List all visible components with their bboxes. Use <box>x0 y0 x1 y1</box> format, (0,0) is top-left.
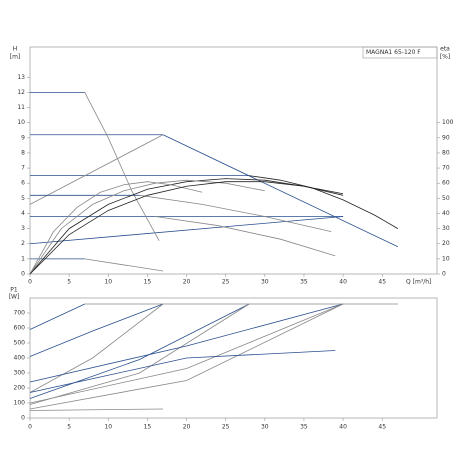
curve <box>29 408 164 411</box>
y-axis-label: P1 <box>10 287 18 294</box>
curve <box>29 181 344 275</box>
y2-tick-label: 60 <box>442 180 450 187</box>
y-axis-unit: [W] <box>9 294 20 301</box>
curve <box>162 134 399 248</box>
x-tick-label: 10 <box>104 279 112 286</box>
curve <box>29 134 164 205</box>
y-tick-label: 9 <box>21 134 25 141</box>
x-tick-label: 5 <box>67 424 71 431</box>
y-tick-label: 11 <box>17 104 25 111</box>
x-tick-label: 30 <box>261 424 269 431</box>
x-tick-label: 15 <box>144 424 152 431</box>
y-tick-label: 7 <box>21 165 25 172</box>
y2-axis-label: eta <box>440 46 450 53</box>
chart-title: MAGNA1 65-120 F <box>366 49 421 56</box>
y2-tick-label: 30 <box>442 225 450 232</box>
x-tick-label: 20 <box>183 279 191 286</box>
y-tick-label: 0 <box>21 415 25 422</box>
y-tick-label: 1 <box>21 255 25 262</box>
y2-tick-label: 90 <box>442 134 450 141</box>
y-tick-label: 300 <box>14 370 26 377</box>
y-tick-label: 100 <box>14 400 26 407</box>
x-tick-label: 5 <box>67 279 71 286</box>
y2-axis-unit: [%] <box>440 54 450 61</box>
curve <box>139 194 332 233</box>
x-tick-label: 30 <box>261 279 269 286</box>
curve <box>29 303 344 383</box>
x-tick-label: 0 <box>28 424 32 431</box>
curve <box>29 350 336 393</box>
x-tick-label: 10 <box>104 424 112 431</box>
y-axis-unit: [m] <box>10 54 21 61</box>
y-tick-label: 4 <box>21 210 25 217</box>
curve <box>29 303 164 393</box>
x-tick-label: 25 <box>222 279 230 286</box>
y-tick-label: 6 <box>21 180 25 187</box>
curve <box>29 178 344 275</box>
x-tick-label: 40 <box>339 279 347 286</box>
y-tick-label: 700 <box>14 310 26 317</box>
x-tick-label: 45 <box>378 424 386 431</box>
curve <box>84 92 160 241</box>
y-tick-label: 600 <box>14 325 26 332</box>
y-tick-label: 5 <box>21 195 25 202</box>
y-tick-label: 8 <box>21 149 25 156</box>
x-tick-label: 20 <box>183 424 191 431</box>
y-tick-label: 500 <box>14 340 26 347</box>
y-tick-label: 10 <box>17 119 25 126</box>
y-tick-label: 3 <box>21 225 25 232</box>
x-tick-label: 0 <box>28 279 32 286</box>
y-axis-label: H <box>13 46 18 53</box>
x-tick-label: 15 <box>144 279 152 286</box>
curve <box>249 175 399 229</box>
curve <box>29 216 344 245</box>
x-tick-label: 35 <box>300 424 308 431</box>
y2-tick-label: 20 <box>442 240 450 247</box>
plot-frame <box>29 46 438 275</box>
y-tick-label: 2 <box>21 240 25 247</box>
curve <box>29 303 344 410</box>
x-axis-label: Q [m³/h] <box>406 279 431 286</box>
y2-tick-label: 70 <box>442 165 450 172</box>
y2-tick-label: 100 <box>442 119 454 126</box>
x-tick-label: 25 <box>222 424 230 431</box>
y-tick-label: 0 <box>21 271 25 278</box>
curve <box>29 303 164 357</box>
y-tick-label: 12 <box>17 89 25 96</box>
curve <box>29 303 85 330</box>
curve <box>29 303 250 405</box>
x-tick-label: 45 <box>378 279 386 286</box>
y-tick-label: 13 <box>17 74 25 81</box>
y-tick-label: 200 <box>14 385 26 392</box>
curve <box>29 181 203 275</box>
y2-tick-label: 10 <box>442 255 450 262</box>
curve <box>84 258 164 272</box>
curve <box>155 216 336 257</box>
x-tick-label: 35 <box>300 279 308 286</box>
plot-frame <box>29 297 438 419</box>
y-tick-label: 400 <box>14 355 26 362</box>
y2-tick-label: 0 <box>442 271 446 278</box>
curve <box>29 179 265 275</box>
y2-tick-label: 50 <box>442 195 450 202</box>
curve <box>29 303 344 404</box>
x-tick-label: 40 <box>339 424 347 431</box>
y2-tick-label: 40 <box>442 210 450 217</box>
curve <box>29 303 250 399</box>
y2-tick-label: 80 <box>442 149 450 156</box>
